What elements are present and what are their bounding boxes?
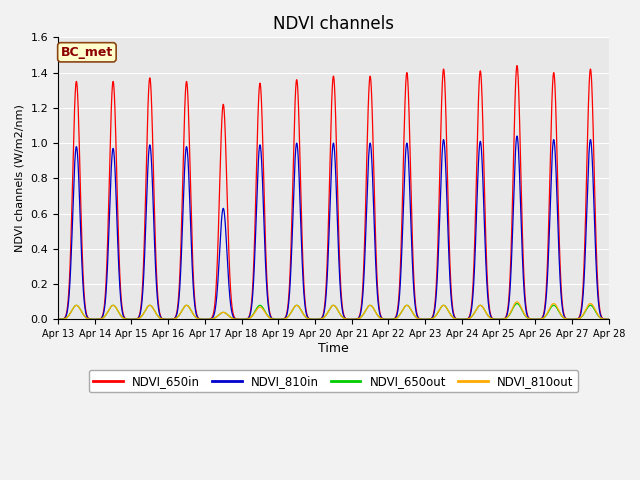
Title: NDVI channels: NDVI channels [273,15,394,33]
Y-axis label: NDVI channels (W/m2/nm): NDVI channels (W/m2/nm) [15,105,25,252]
X-axis label: Time: Time [318,342,349,355]
Legend: NDVI_650in, NDVI_810in, NDVI_650out, NDVI_810out: NDVI_650in, NDVI_810in, NDVI_650out, NDV… [88,370,579,393]
Text: BC_met: BC_met [61,46,113,59]
